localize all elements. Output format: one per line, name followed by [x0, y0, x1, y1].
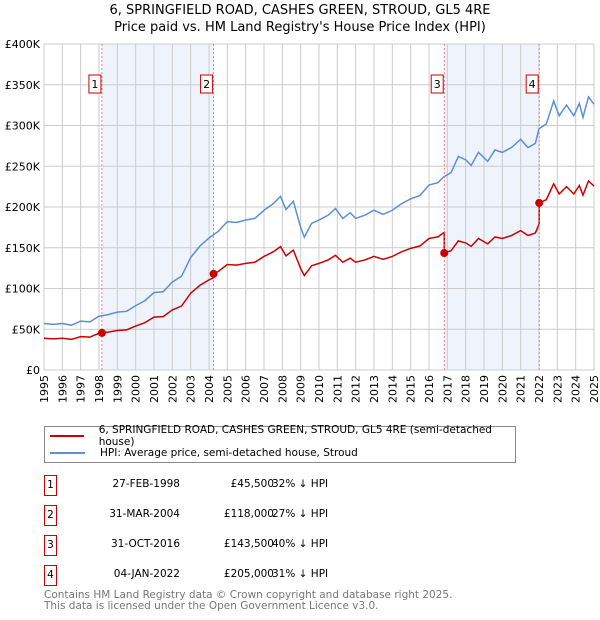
legend-hpi-swatch: [50, 452, 85, 454]
footer-copyright: Contains HM Land Registry data © Crown c…: [44, 589, 453, 601]
sale-hpi-diff: 40% ↓ HPI: [272, 538, 329, 550]
x-tick-label: 2005: [221, 375, 234, 403]
sale-marker-box: [88, 74, 102, 94]
sale-row: 3 31-OCT-2016 £143,500 40% ↓ HPI: [44, 535, 544, 556]
x-tick-label: 2013: [368, 375, 381, 403]
x-tick-label: 2011: [331, 375, 344, 403]
x-tick-label: 1997: [75, 375, 88, 403]
x-tick-label: 1998: [93, 375, 106, 403]
price-chart: 1995 1996 1997 1998 1999 2000 2001 2002 2003 2004…: [5, 38, 600, 403]
hpi-line: [43, 95, 595, 326]
sale-number-badge: 2: [44, 505, 57, 526]
sale-price: £205,000: [223, 568, 274, 580]
x-tick-label: 1996: [56, 375, 69, 403]
sale-price: £143,500: [223, 538, 274, 550]
sale-point: [97, 328, 106, 337]
x-tick-label: 2020: [496, 375, 509, 403]
sale-point: [535, 198, 544, 207]
sale-marker-number: 3: [434, 78, 441, 91]
x-tick-label: 2019: [478, 375, 491, 403]
y-tick-label: £150K: [5, 242, 41, 255]
x-tick-label: 2009: [295, 375, 308, 403]
legend-property-swatch: [50, 435, 84, 437]
sale-row: 1 27-FEB-1998 £45,500 32% ↓ HPI: [44, 475, 544, 496]
y-tick-label: £200K: [5, 201, 41, 214]
sale-date: 31-OCT-2016: [111, 538, 180, 550]
x-tick-label: 2001: [148, 375, 161, 403]
x-tick-label: 2017: [441, 375, 454, 403]
y-tick-label: £100K: [5, 283, 41, 296]
x-tick-label: 2010: [313, 375, 326, 403]
x-tick-label: 2014: [386, 375, 399, 403]
footer-licence: This data is licensed under the Open Gov…: [44, 600, 379, 612]
x-tick-label: 1999: [111, 375, 124, 403]
x-tick-label: 2022: [533, 375, 546, 403]
sale-price: £118,000: [223, 508, 274, 520]
x-tick-label: 2000: [130, 375, 143, 403]
property-price-line: [43, 179, 595, 341]
y-tick-label: £50K: [12, 323, 41, 336]
sale-hpi-diff: 31% ↓ HPI: [272, 568, 329, 580]
plot-frame: [43, 43, 595, 371]
sale-number-badge: 4: [44, 565, 57, 586]
y-tick-label: £350K: [5, 79, 41, 92]
sale-point: [440, 249, 449, 258]
x-tick-label: 2018: [460, 375, 473, 403]
sale-date: 31-MAR-2004: [109, 508, 180, 520]
sale-point: [209, 269, 218, 278]
x-tick-label: 2003: [185, 375, 198, 403]
x-tick-label: 2023: [551, 375, 564, 403]
y-tick-label: £0: [26, 364, 40, 377]
sale-date: 04-JAN-2022: [113, 568, 180, 580]
x-tick-label: 2024: [570, 375, 583, 403]
x-tick-label: 1995: [38, 375, 51, 403]
sale-marker-number: 1: [91, 78, 98, 91]
x-tick-label: 2015: [405, 375, 418, 403]
sale-hpi-diff: 27% ↓ HPI: [272, 508, 329, 520]
sale-hpi-diff: 32% ↓ HPI: [272, 478, 329, 490]
legend-property-label: 6, SPRINGFIELD ROAD, CASHES GREEN, STROU…: [98, 424, 492, 448]
x-tick-label: 2002: [166, 375, 179, 403]
sale-row: 4 04-JAN-2022 £205,000 31% ↓ HPI: [44, 565, 544, 586]
chart-subtitle: Price paid vs. HM Land Registry's House …: [114, 20, 486, 35]
sale-number-badge: 1: [44, 475, 57, 496]
x-tick-label: 2008: [276, 375, 289, 403]
x-tick-label: 2006: [240, 375, 253, 403]
x-tick-label: 2021: [515, 375, 528, 403]
x-tick-label: 2025: [588, 375, 600, 403]
x-tick-label: 2012: [350, 375, 363, 403]
y-tick-label: £400K: [5, 38, 41, 51]
sale-marker-number: 2: [203, 78, 210, 91]
sale-marker-number: 4: [529, 78, 536, 91]
sale-price: £45,500: [230, 478, 274, 490]
x-tick-label: 2007: [258, 375, 271, 403]
x-tick-label: 2004: [203, 375, 216, 403]
legend: 6, SPRINGFIELD ROAD, CASHES GREEN, STROU…: [44, 424, 516, 463]
sale-marker-box: [525, 74, 539, 94]
sale-marker-box: [200, 74, 214, 94]
x-tick-label: 2016: [423, 375, 436, 403]
y-tick-label: £300K: [5, 120, 41, 133]
y-tick-label: £250K: [5, 160, 41, 173]
sale-date: 27-FEB-1998: [112, 478, 180, 490]
sale-row: 2 31-MAR-2004 £118,000 27% ↓ HPI: [44, 505, 544, 526]
chart-title: 6, SPRINGFIELD ROAD, CASHES GREEN, STROU…: [109, 3, 491, 18]
legend-hpi-label: HPI: Average price, semi-detached house,…: [100, 447, 358, 459]
sale-number-badge: 3: [44, 535, 57, 556]
sale-marker-box: [430, 74, 444, 94]
